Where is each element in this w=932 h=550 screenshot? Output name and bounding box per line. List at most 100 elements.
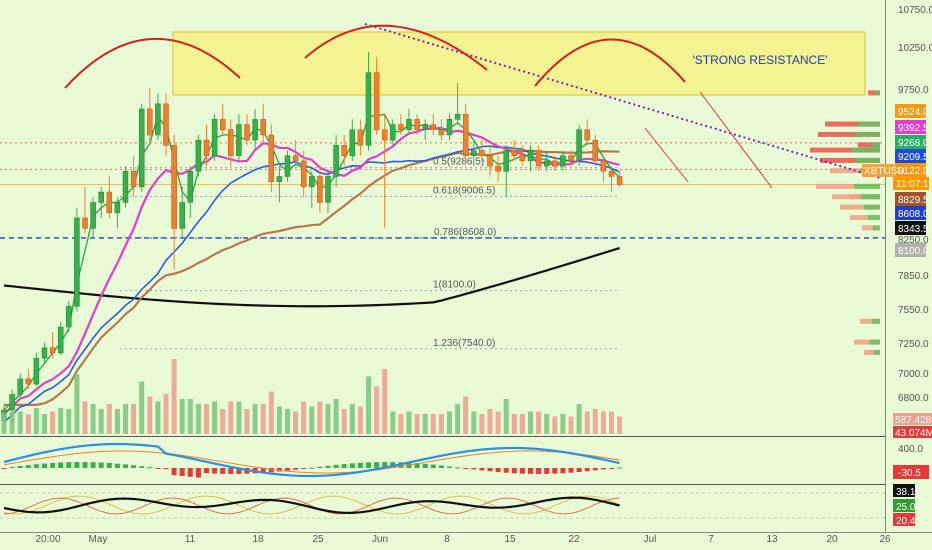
candle-body xyxy=(592,139,599,162)
osc-badge xyxy=(893,484,915,497)
candle-body xyxy=(527,150,534,162)
time-axis-border xyxy=(0,532,932,533)
volume-bar xyxy=(33,408,39,434)
macd-histogram-bar xyxy=(276,468,282,472)
x-tick-label: 15 xyxy=(504,534,516,545)
x-tick-label: May xyxy=(89,534,108,545)
osc-red-line xyxy=(3,497,620,515)
candle-body xyxy=(33,357,40,385)
macd-histogram-bar xyxy=(503,468,509,473)
volume-bar xyxy=(422,414,428,434)
candle-body xyxy=(438,129,445,136)
candle-body xyxy=(503,150,509,172)
candle-body xyxy=(471,150,477,156)
macd-histogram-bar xyxy=(552,468,558,474)
macd-histogram-bar xyxy=(123,464,128,468)
macd-y-tick-label: 400.0 xyxy=(898,444,923,455)
macd-histogram-bar xyxy=(301,468,307,469)
candle-body xyxy=(82,217,88,229)
x-tick-label: 26 xyxy=(879,534,891,545)
candle-body xyxy=(98,191,104,203)
candle-body xyxy=(519,155,526,162)
volume-bar xyxy=(519,414,525,434)
candle-body xyxy=(244,124,250,141)
macd-histogram-bar xyxy=(317,466,323,468)
candle-body xyxy=(560,155,566,167)
y-tick-label: 6800.0 xyxy=(898,393,929,404)
candle-body xyxy=(398,124,404,131)
macd-histogram-bar xyxy=(293,468,299,470)
candle-body xyxy=(195,139,202,172)
candle-body xyxy=(576,129,582,162)
y-tick-label: 9750.0 xyxy=(898,85,929,96)
x-tick-label: 18 xyxy=(252,534,264,545)
volume-profile-bar xyxy=(869,339,880,345)
candle-body xyxy=(479,150,485,156)
volume-bar xyxy=(131,404,137,434)
macd-histogram-bar xyxy=(382,462,388,468)
volume-profile-bar xyxy=(816,183,880,189)
volume-bar xyxy=(317,401,323,434)
macd-histogram-bar xyxy=(455,467,461,469)
volume-bar xyxy=(584,411,590,434)
volume-bar xyxy=(576,404,582,434)
volume-profile-bar xyxy=(860,318,880,324)
candle-body xyxy=(268,134,275,182)
volume-badge xyxy=(893,413,932,425)
macd-histogram-bar xyxy=(90,462,96,468)
candle-body xyxy=(292,155,299,162)
macd-histogram-bar xyxy=(479,468,485,471)
volume-bar xyxy=(1,413,7,434)
candle-body xyxy=(9,394,15,411)
price-badge xyxy=(895,120,926,134)
volume-bar xyxy=(66,409,72,434)
resistance-label: 'STRONG RESISTANCE' xyxy=(692,53,827,67)
candle-body xyxy=(203,139,210,156)
macd-histogram-bar xyxy=(228,468,234,474)
macd-histogram-bar xyxy=(236,468,242,474)
candle-body xyxy=(454,113,461,120)
volume-badge-label: 587.428M xyxy=(895,415,932,426)
macd-histogram-bar xyxy=(463,468,469,469)
price-badge xyxy=(895,206,926,220)
volume-bar xyxy=(171,359,177,434)
candle-body xyxy=(414,119,420,131)
volume-bar xyxy=(430,414,436,434)
candle-body xyxy=(422,124,428,131)
price-badge-label: 9209.5 xyxy=(898,152,929,163)
volume-bar xyxy=(438,414,444,434)
volume-bar xyxy=(374,386,380,434)
candle-body xyxy=(219,119,226,131)
price-badge xyxy=(895,221,926,235)
volume-badge-label: 43.074M xyxy=(895,428,932,439)
volume-bar xyxy=(50,411,56,434)
price-badge xyxy=(895,104,926,118)
volume-profile-bar xyxy=(860,194,880,200)
volume-bar xyxy=(268,391,274,434)
volume-bar xyxy=(600,411,606,434)
macd-histogram-bar xyxy=(600,468,606,470)
candle-body xyxy=(171,145,177,229)
projection-arrow xyxy=(699,91,773,189)
volume-bar xyxy=(552,416,558,434)
volume-bar xyxy=(25,414,31,434)
x-tick-label: 7 xyxy=(708,534,714,545)
volume-profile-bar xyxy=(872,225,880,231)
price-badge-label: 9268.0 xyxy=(898,138,929,149)
volume-profile-bar xyxy=(868,215,880,220)
volume-bar xyxy=(228,401,234,434)
macd-histogram-bar xyxy=(374,462,380,468)
macd-histogram-bar xyxy=(357,462,363,468)
volume-profile-bar xyxy=(854,339,880,345)
candle-body xyxy=(74,217,80,307)
volume-profile-bar xyxy=(858,121,880,127)
price-badge-label: 8100.0 xyxy=(898,246,929,257)
candle-body xyxy=(90,202,96,229)
x-tick-label: 20:00 xyxy=(35,534,60,545)
volume-bar xyxy=(147,396,153,434)
candle-body xyxy=(155,103,161,136)
ma-green-line xyxy=(3,113,621,411)
price-badge-label: 9524.0 xyxy=(898,107,929,118)
fib-label: 1(8100.0) xyxy=(433,280,476,291)
volume-profile-bar xyxy=(858,142,880,148)
